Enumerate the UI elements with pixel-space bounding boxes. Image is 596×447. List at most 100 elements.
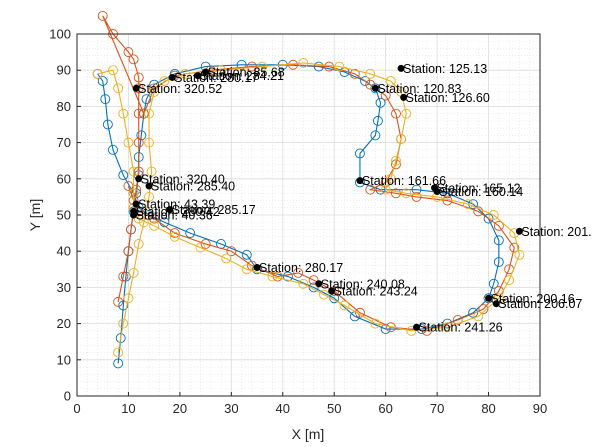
series-point bbox=[118, 170, 129, 181]
series-point bbox=[360, 76, 371, 87]
x-tick-label: 10 bbox=[121, 401, 135, 416]
series-point bbox=[115, 333, 126, 344]
series-point bbox=[349, 68, 360, 79]
series-point bbox=[478, 304, 489, 315]
series-point bbox=[298, 58, 309, 68]
series-point bbox=[123, 181, 134, 191]
station-dot bbox=[433, 187, 441, 195]
y-tick-label: 90 bbox=[57, 63, 71, 78]
series-point bbox=[452, 315, 463, 325]
series-point bbox=[144, 210, 154, 220]
series-line bbox=[97, 64, 500, 364]
station-marker: Station: 243.24 bbox=[328, 285, 418, 299]
station-marker: Station: 320.40 bbox=[135, 172, 225, 186]
series-point bbox=[370, 130, 381, 141]
station-layer: Station: 320.52 Station: 280.17 Station: 2… bbox=[130, 62, 592, 335]
x-tick-label: 0 bbox=[73, 401, 80, 416]
station-dot bbox=[413, 323, 421, 331]
station-marker: Station: 285.17 bbox=[166, 203, 256, 217]
station-marker: Station: 320.52 bbox=[132, 82, 222, 96]
station-marker: Station: 43.39 bbox=[132, 198, 215, 212]
station-marker: Station: 280.17 bbox=[253, 261, 343, 275]
series-point bbox=[118, 300, 129, 311]
y-tick-label: 30 bbox=[57, 280, 71, 295]
station-dot bbox=[168, 73, 176, 81]
series-point bbox=[133, 108, 144, 119]
series-point bbox=[468, 307, 479, 318]
series-point bbox=[108, 65, 118, 76]
station-marker: Station: 161.66 bbox=[356, 174, 446, 188]
series-point bbox=[401, 108, 412, 119]
station-dot bbox=[515, 227, 523, 235]
series-point bbox=[138, 108, 149, 119]
series-point bbox=[123, 137, 134, 148]
series-point bbox=[365, 184, 376, 195]
station-label: Station: 280.17 bbox=[259, 261, 343, 275]
y-tick-label: 20 bbox=[57, 316, 71, 331]
series-point bbox=[128, 54, 139, 65]
series-point bbox=[144, 137, 154, 148]
station-dot bbox=[132, 200, 140, 208]
series-point bbox=[128, 188, 139, 199]
station-marker: Station: 126.60 bbox=[400, 91, 490, 105]
series-point bbox=[354, 148, 365, 159]
series-point bbox=[118, 271, 129, 282]
x-tick-label: 60 bbox=[378, 401, 392, 416]
station-marker: Station: 201. bbox=[515, 225, 592, 239]
y-tick-label: 80 bbox=[57, 99, 71, 114]
series-point bbox=[406, 325, 417, 336]
series-point bbox=[442, 318, 453, 329]
series-line bbox=[97, 62, 520, 353]
series-point bbox=[185, 228, 196, 239]
station-marker: Station: 125.13 bbox=[397, 62, 487, 76]
series-point bbox=[113, 296, 124, 307]
series-point bbox=[421, 325, 432, 336]
x-axis-label: X [m] bbox=[292, 426, 325, 442]
series-point bbox=[126, 224, 136, 235]
station-label: Station: 85.68 bbox=[208, 66, 285, 80]
station-label: Station: 243.24 bbox=[334, 285, 418, 299]
series-point bbox=[236, 59, 247, 70]
y-axis-label: Y [m] bbox=[27, 199, 43, 231]
series-point bbox=[267, 271, 278, 282]
station-label: Station: 120.83 bbox=[377, 82, 461, 96]
series-point bbox=[128, 267, 139, 278]
series-point bbox=[241, 249, 252, 260]
station-dot bbox=[397, 64, 405, 72]
x-tick-label: 30 bbox=[224, 401, 238, 416]
series-point bbox=[354, 307, 365, 318]
series-point bbox=[133, 72, 144, 83]
station-dot bbox=[202, 68, 210, 76]
series-point bbox=[324, 61, 335, 72]
series-point bbox=[488, 278, 499, 289]
station-label: Station: 43.39 bbox=[138, 198, 215, 212]
series-point bbox=[136, 130, 147, 141]
series-point bbox=[97, 10, 108, 21]
station-label: Station: 40.36 bbox=[136, 209, 213, 223]
station-marker: Station: 160.14 bbox=[433, 185, 523, 199]
series-point bbox=[370, 83, 381, 94]
series-point bbox=[92, 68, 103, 79]
series-point bbox=[380, 90, 391, 101]
station-dot bbox=[194, 72, 202, 80]
series-point bbox=[133, 239, 144, 249]
series-point bbox=[375, 97, 386, 108]
series-point bbox=[473, 206, 484, 217]
series-point bbox=[195, 242, 206, 253]
axes-box bbox=[76, 33, 541, 397]
station-label: Station: 284.21 bbox=[200, 69, 284, 83]
station-dot bbox=[328, 287, 336, 295]
series-point bbox=[385, 173, 396, 184]
series-point bbox=[123, 246, 134, 257]
series-point bbox=[493, 257, 504, 268]
series-point bbox=[159, 76, 170, 87]
series-point bbox=[180, 68, 190, 79]
series-point bbox=[226, 246, 237, 257]
station-dot bbox=[371, 84, 379, 92]
series-point bbox=[108, 144, 118, 155]
x-tick-label: 40 bbox=[276, 401, 290, 416]
x-tick-label: 20 bbox=[173, 401, 187, 416]
series-point bbox=[123, 293, 134, 304]
station-dot bbox=[132, 84, 140, 92]
